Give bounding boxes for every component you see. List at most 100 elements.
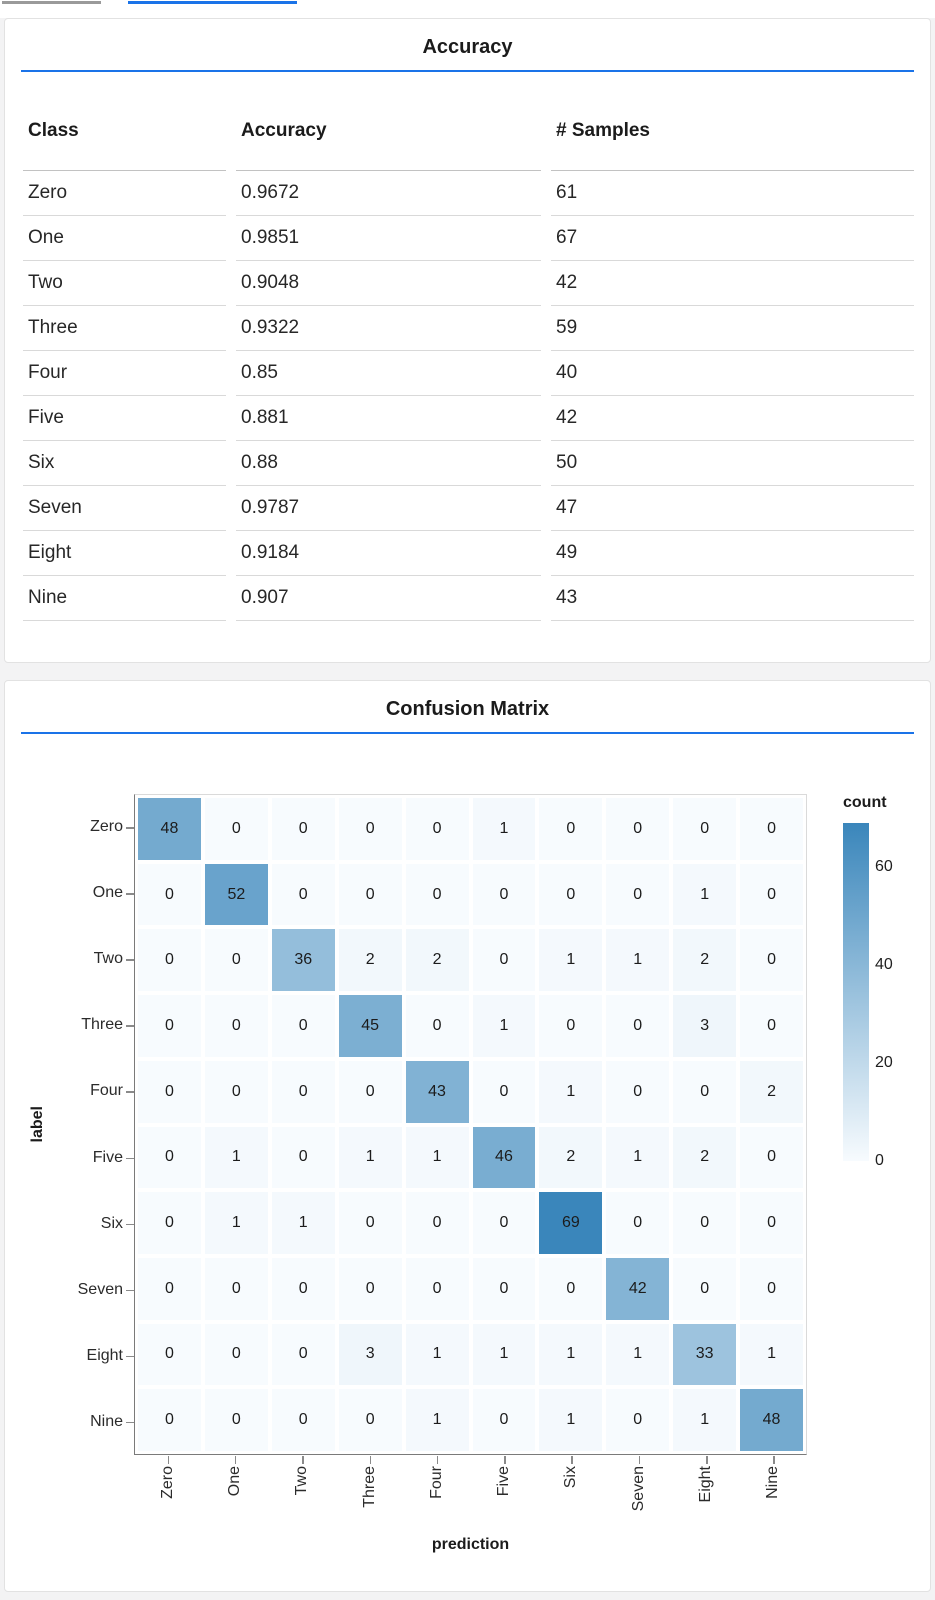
- matrix-cell: 2: [539, 1126, 603, 1189]
- matrix-cell: 1: [539, 929, 603, 992]
- x-axis-tick: [436, 1456, 439, 1464]
- inactive-tab-indicator: [2, 1, 101, 4]
- x-axis-tick-label: Zero: [158, 1466, 176, 1499]
- table-cell: 0.9048: [236, 261, 541, 306]
- matrix-cell: 43: [405, 1060, 469, 1123]
- y-axis-tick: [126, 827, 134, 829]
- matrix-cell: 1: [673, 1389, 737, 1451]
- matrix-cell: 2: [740, 1060, 803, 1123]
- matrix-cell: 1: [606, 1126, 670, 1189]
- x-axis-tick: [302, 1456, 304, 1464]
- x-axis-tick-label: Four: [427, 1466, 445, 1499]
- legend-tick-label: 60: [875, 858, 893, 876]
- y-axis-tick-label: Four: [90, 1082, 123, 1100]
- y-axis-tick-label: Zero: [90, 818, 123, 836]
- matrix-cell: 0: [271, 1257, 335, 1320]
- matrix-cell: 0: [740, 995, 803, 1057]
- x-axis-tick: [706, 1456, 708, 1464]
- table-cell: Zero: [23, 171, 226, 216]
- matrix-cell: 46: [472, 1126, 536, 1189]
- table-row: Seven 0.9787 47: [23, 486, 914, 531]
- matrix-cell: 69: [539, 1192, 603, 1254]
- matrix-cell: 0: [740, 1192, 803, 1254]
- accuracy-table: Class Accuracy # Samples Zero 0.9672 61 One 0.…: [13, 90, 924, 621]
- matrix-cell: 0: [740, 1257, 803, 1320]
- matrix-cell: 0: [138, 1389, 201, 1451]
- matrix-cell: 48: [740, 1389, 803, 1451]
- matrix-cell: 0: [405, 1257, 469, 1320]
- matrix-cell: 1: [740, 1323, 803, 1386]
- matrix-cell: 1: [405, 1389, 469, 1451]
- column-header: Class: [23, 90, 226, 171]
- table-cell: 0.9851: [236, 216, 541, 261]
- x-axis-tick: [571, 1456, 573, 1464]
- matrix-cell: 33: [673, 1323, 737, 1386]
- matrix-cell: 0: [204, 798, 268, 860]
- matrix-cell: 0: [472, 863, 536, 926]
- matrix-cell: 1: [539, 1060, 603, 1123]
- y-axis-tick-label: Seven: [77, 1280, 123, 1298]
- matrix-cell: 0: [472, 1060, 536, 1123]
- x-axis-tick-label: Eight: [697, 1466, 715, 1503]
- matrix-cell: 0: [673, 1257, 737, 1320]
- table-cell: 47: [551, 486, 914, 531]
- matrix-cell: 2: [673, 929, 737, 992]
- matrix-cell: 0: [338, 1257, 402, 1320]
- table-row: Nine 0.907 43: [23, 576, 914, 621]
- table-cell: 42: [551, 261, 914, 306]
- matrix-cell: 1: [606, 929, 670, 992]
- table-cell: Three: [23, 306, 226, 351]
- matrix-cell: 0: [405, 995, 469, 1057]
- x-axis-tick-label: Nine: [764, 1466, 782, 1499]
- table-header-row: Class Accuracy # Samples: [23, 90, 914, 171]
- x-axis-tick-label: Seven: [629, 1466, 647, 1512]
- matrix-cell: 0: [539, 1257, 603, 1320]
- table-row: Zero 0.9672 61: [23, 171, 914, 216]
- y-axis-tick-label: Eight: [86, 1346, 123, 1364]
- x-axis-tick-label: One: [225, 1466, 243, 1497]
- matrix-cell: 0: [204, 1323, 268, 1386]
- matrix-cell: 0: [138, 1060, 201, 1123]
- matrix-cell: 1: [472, 1323, 536, 1386]
- table-cell: 0.9184: [236, 531, 541, 576]
- column-header: Accuracy: [236, 90, 541, 171]
- table-cell: 0.907: [236, 576, 541, 621]
- matrix-cell: 3: [673, 995, 737, 1057]
- matrix-cell: 0: [271, 1323, 335, 1386]
- matrix-cell: 0: [606, 995, 670, 1057]
- matrix-cell: 1: [204, 1192, 268, 1254]
- table-row: Four 0.85 40: [23, 351, 914, 396]
- matrix-cell: 36: [271, 929, 335, 992]
- matrix-cell: 48: [138, 798, 201, 860]
- matrix-cell: 52: [204, 863, 268, 926]
- table-cell: 61: [551, 171, 914, 216]
- y-axis-tick: [126, 1289, 134, 1292]
- x-axis-tick: [504, 1456, 506, 1464]
- matrix-cell: 0: [204, 1060, 268, 1123]
- matrix-cell: 3: [338, 1323, 402, 1386]
- matrix-cell: 42: [606, 1257, 670, 1320]
- table-cell: 49: [551, 531, 914, 576]
- title-divider: [21, 732, 914, 734]
- matrix-cell: 0: [204, 1389, 268, 1451]
- matrix-cell: 1: [405, 1323, 469, 1386]
- y-axis-tick: [126, 1421, 134, 1424]
- y-axis-tick: [126, 893, 134, 895]
- table-cell: 40: [551, 351, 914, 396]
- table-row: Two 0.9048 42: [23, 261, 914, 306]
- confusion-matrix-chart: 48 0 0 0 0 1 0 0 0 0 0 52 0 0 0 0 0 0 1 0 0 0 36 2 2 0 1 1 2 0 0 0 0 45 0 1…: [5, 681, 932, 1593]
- y-axis-tick: [126, 1223, 134, 1226]
- matrix-cell: 1: [271, 1192, 335, 1254]
- y-axis-tick-label: Two: [93, 950, 123, 968]
- matrix-cell: 0: [673, 798, 737, 860]
- y-axis-tick: [126, 1091, 134, 1093]
- x-axis-title: prediction: [431, 1536, 510, 1553]
- matrix-cell: 0: [138, 1323, 201, 1386]
- table-cell: Four: [23, 351, 226, 396]
- heatmap-grid: 48 0 0 0 0 1 0 0 0 0 0 52 0 0 0 0 0 0 1 0 0 0 36 2 2 0 1 1 2 0 0 0 0 45 0 1…: [135, 795, 806, 1454]
- x-axis-tick-label: Two: [293, 1466, 311, 1496]
- table-cell: Nine: [23, 576, 226, 621]
- matrix-cell: 0: [138, 1257, 201, 1320]
- table-cell: 0.85: [236, 351, 541, 396]
- legend-tick-label: 0: [875, 1152, 884, 1169]
